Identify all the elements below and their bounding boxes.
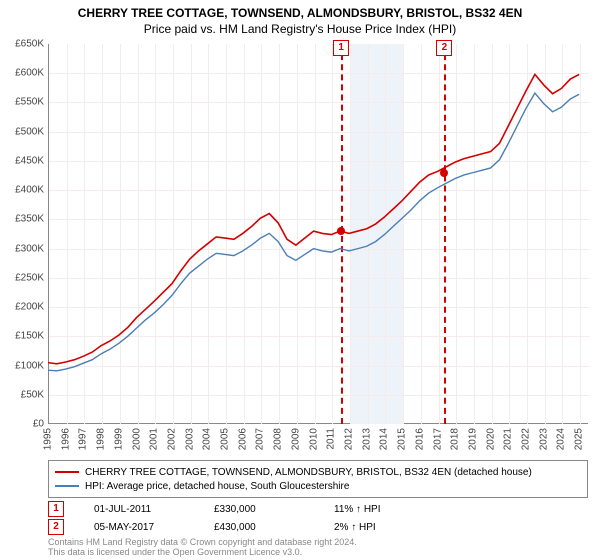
legend-swatch [55, 485, 79, 487]
x-tick-label: 2007 [255, 428, 266, 450]
x-tick-label: 2005 [220, 428, 231, 450]
x-tick-label: 2020 [485, 428, 496, 450]
y-tick-label: £550K [0, 97, 44, 108]
legend-label: CHERRY TREE COTTAGE, TOWNSEND, ALMONDSBU… [85, 467, 532, 478]
legend: CHERRY TREE COTTAGE, TOWNSEND, ALMONDSBU… [48, 460, 588, 498]
chart-subtitle: Price paid vs. HM Land Registry's House … [0, 20, 600, 40]
legend-item: HPI: Average price, detached house, Sout… [55, 479, 581, 493]
x-tick-label: 2003 [184, 428, 195, 450]
x-tick-label: 1997 [78, 428, 89, 450]
x-tick-label: 2001 [149, 428, 160, 450]
chart-area: 12 1995199619971998199920002001200220032… [48, 44, 588, 424]
x-tick-label: 2015 [397, 428, 408, 450]
legend-swatch [55, 471, 79, 473]
legend-label: HPI: Average price, detached house, Sout… [85, 481, 349, 492]
y-tick-label: £500K [0, 126, 44, 137]
y-tick-label: £250K [0, 272, 44, 283]
x-tick-label: 2021 [503, 428, 514, 450]
x-tick-label: 2008 [273, 428, 284, 450]
x-tick-label: 2002 [166, 428, 177, 450]
sale-price: £430,000 [214, 522, 304, 533]
y-tick-label: £400K [0, 185, 44, 196]
y-tick-label: £600K [0, 68, 44, 79]
sale-hpi: 11% ↑ HPI [334, 504, 424, 515]
sale-date: 05-MAY-2017 [94, 522, 184, 533]
x-tick-label: 2013 [361, 428, 372, 450]
x-tick-label: 2017 [432, 428, 443, 450]
x-tick-label: 2016 [414, 428, 425, 450]
x-tick-label: 1995 [43, 428, 54, 450]
x-tick-label: 2000 [131, 428, 142, 450]
y-tick-label: £350K [0, 214, 44, 225]
x-tick-label: 2012 [343, 428, 354, 450]
sales-table: 1 01-JUL-2011 £330,000 11% ↑ HPI 2 05-MAY-201… [48, 500, 588, 536]
sale-price: £330,000 [214, 504, 304, 515]
x-tick-label: 2011 [326, 428, 337, 450]
x-tick-label: 2004 [202, 428, 213, 450]
chart-title: CHERRY TREE COTTAGE, TOWNSEND, ALMONDSBU… [0, 0, 600, 20]
y-tick-label: £150K [0, 331, 44, 342]
x-tick-label: 1999 [113, 428, 124, 450]
sale-row-marker: 1 [48, 501, 64, 517]
series-line [48, 74, 579, 363]
x-tick-label: 2025 [574, 428, 585, 450]
x-tick-label: 2006 [237, 428, 248, 450]
sale-row: 2 05-MAY-2017 £430,000 2% ↑ HPI [48, 518, 588, 536]
y-tick-label: £300K [0, 243, 44, 254]
sale-hpi: 2% ↑ HPI [334, 522, 424, 533]
y-tick-label: £0 [0, 419, 44, 430]
x-tick-label: 2009 [290, 428, 301, 450]
y-tick-label: £200K [0, 302, 44, 313]
sale-row: 1 01-JUL-2011 £330,000 11% ↑ HPI [48, 500, 588, 518]
y-tick-label: £50K [0, 389, 44, 400]
x-tick-label: 2023 [538, 428, 549, 450]
x-tick-label: 2014 [379, 428, 390, 450]
x-tick-label: 2019 [467, 428, 478, 450]
footer-attribution: Contains HM Land Registry data © Crown c… [48, 538, 357, 558]
sale-date: 01-JUL-2011 [94, 504, 184, 515]
line-series [48, 44, 588, 424]
y-tick-label: £650K [0, 39, 44, 50]
x-tick-label: 2018 [450, 428, 461, 450]
x-tick-label: 2010 [308, 428, 319, 450]
x-tick-label: 1996 [60, 428, 71, 450]
x-tick-label: 2022 [521, 428, 532, 450]
x-tick-label: 2024 [556, 428, 567, 450]
sale-row-marker: 2 [48, 519, 64, 535]
footer-line2: This data is licensed under the Open Gov… [48, 548, 357, 558]
y-tick-label: £100K [0, 360, 44, 371]
x-tick-label: 1998 [96, 428, 107, 450]
legend-item: CHERRY TREE COTTAGE, TOWNSEND, ALMONDSBU… [55, 465, 581, 479]
y-tick-label: £450K [0, 155, 44, 166]
